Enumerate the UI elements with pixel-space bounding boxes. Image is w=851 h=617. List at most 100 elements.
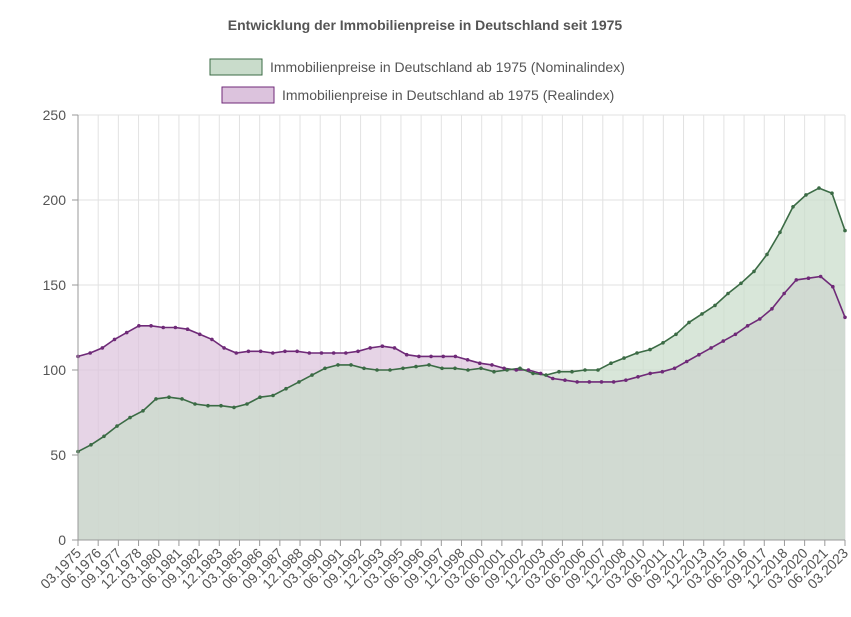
point-real: [404, 352, 409, 357]
point-real: [344, 351, 348, 355]
point-real: [794, 278, 799, 282]
point-real: [514, 368, 519, 372]
point-nominal: [791, 205, 795, 209]
legend: Immobilienpreise in Deutschland ab 1975 …: [209, 58, 625, 104]
point-real: [331, 351, 336, 355]
point-nominal: [596, 368, 600, 372]
point-real: [356, 349, 360, 354]
point-real: [599, 380, 604, 384]
point-nominal: [180, 397, 184, 401]
point-nominal: [700, 312, 704, 316]
point-nominal: [258, 395, 262, 400]
point-real: [258, 349, 263, 354]
point-real: [806, 276, 811, 281]
point-nominal: [609, 361, 613, 366]
point-real: [636, 375, 640, 379]
point-real: [392, 346, 397, 350]
point-nominal: [141, 409, 145, 413]
point-nominal: [453, 366, 457, 371]
point-real: [88, 351, 92, 355]
point-nominal: [778, 230, 782, 235]
point-real: [185, 327, 190, 332]
point-nominal: [362, 366, 366, 371]
point-nominal: [492, 369, 496, 374]
point-real: [295, 349, 299, 354]
point-real: [161, 325, 166, 330]
y-tick-label: 0: [58, 532, 66, 548]
point-nominal: [674, 332, 678, 337]
point-real: [137, 324, 141, 328]
point-nominal: [219, 403, 223, 408]
point-nominal: [401, 366, 405, 371]
legend-swatch-real: [221, 86, 275, 104]
point-nominal: [635, 351, 639, 355]
point-nominal: [518, 366, 522, 371]
point-nominal: [830, 191, 834, 195]
point-real: [697, 352, 701, 357]
point-nominal: [284, 386, 288, 391]
series-lines: [77, 187, 846, 453]
point-nominal: [804, 193, 808, 197]
point-nominal: [167, 395, 171, 400]
point-real: [660, 369, 665, 374]
legend-item-nominal[interactable]: Immobilienpreise in Deutschland ab 1975 …: [209, 58, 625, 76]
point-nominal: [726, 291, 730, 296]
point-nominal: [479, 366, 483, 371]
point-real: [502, 366, 506, 371]
y-tick-label: 250: [43, 107, 67, 123]
point-nominal: [89, 443, 93, 447]
point-nominal: [193, 402, 197, 406]
point-real: [733, 332, 738, 337]
point-nominal: [102, 434, 106, 439]
point-nominal: [843, 228, 847, 233]
point-nominal: [232, 405, 236, 410]
point-real: [770, 307, 774, 311]
y-tick-label: 200: [43, 192, 67, 208]
point-real: [197, 332, 202, 337]
point-real: [429, 354, 433, 359]
point-nominal: [323, 366, 327, 371]
point-real: [745, 324, 750, 328]
point-real: [368, 346, 372, 350]
y-tick-label: 100: [43, 362, 67, 378]
point-nominal: [310, 373, 314, 377]
point-real: [575, 380, 579, 384]
point-nominal: [583, 368, 587, 372]
point-real: [441, 354, 446, 359]
point-real: [307, 351, 312, 355]
point-nominal: [440, 366, 444, 371]
point-nominal: [375, 368, 379, 372]
point-real: [210, 337, 214, 342]
legend-item-real[interactable]: Immobilienpreise in Deutschland ab 1975 …: [221, 86, 614, 104]
point-nominal: [271, 393, 275, 398]
point-real: [818, 274, 823, 279]
point-nominal: [648, 347, 652, 352]
point-real: [709, 346, 713, 350]
point-real: [831, 284, 835, 289]
y-tick-label: 150: [43, 277, 67, 293]
point-real: [149, 324, 153, 328]
point-real: [526, 368, 531, 372]
point-real: [124, 330, 129, 335]
point-nominal: [765, 252, 769, 257]
point-real: [648, 371, 653, 376]
point-real: [222, 346, 226, 350]
point-nominal: [154, 397, 158, 401]
point-nominal: [557, 369, 561, 374]
point-nominal: [297, 380, 301, 384]
chart-title: Entwicklung der Immobilienpreise in Deut…: [228, 17, 623, 33]
point-nominal: [245, 402, 249, 406]
point-real: [100, 346, 105, 350]
line-real: [77, 275, 846, 383]
point-real: [112, 337, 117, 342]
legend-label-nominal: Immobilienpreise in Deutschland ab 1975 …: [270, 59, 625, 75]
axes: [72, 114, 846, 546]
point-nominal: [687, 320, 691, 325]
point-nominal: [206, 403, 210, 408]
point-nominal: [115, 424, 119, 428]
point-real: [684, 359, 689, 364]
point-real: [721, 339, 726, 343]
point-nominal: [752, 269, 756, 274]
point-nominal: [713, 303, 717, 308]
